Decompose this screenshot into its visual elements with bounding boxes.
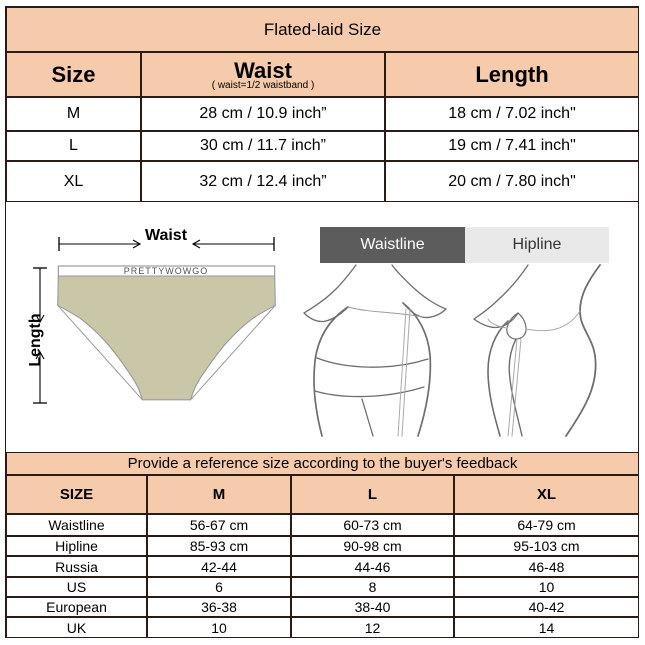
svg-text:Waist: Waist [145, 227, 188, 244]
svg-text:Length: Length [27, 313, 44, 366]
svg-text:PRETTYWOWGO: PRETTYWOWGO [124, 266, 209, 276]
